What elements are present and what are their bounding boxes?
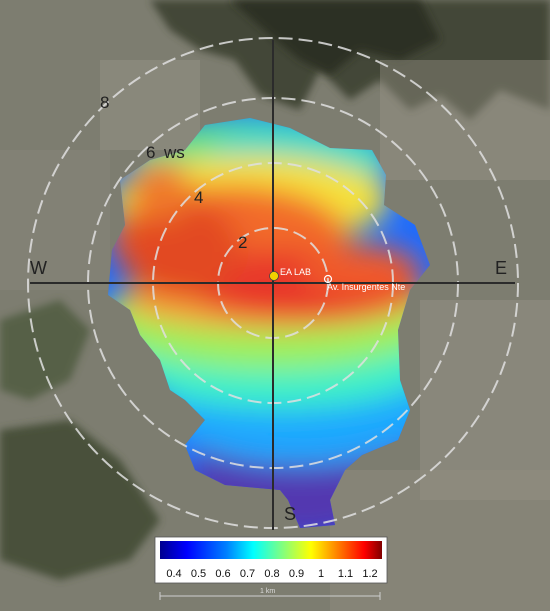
- label-west: W: [30, 258, 47, 278]
- colorbar-tick-label: 0.7: [240, 568, 255, 580]
- colorbar-tick-label: 0.5: [191, 568, 206, 580]
- colorbar: 0.4 0.5 0.6 0.7 0.8 0.9 1 1.1 1.2: [154, 536, 388, 584]
- colorbar-tick-label: 0.9: [289, 568, 304, 580]
- label-east: E: [495, 258, 507, 278]
- concentration-plume: [108, 118, 430, 528]
- colorbar-tick-label: 0.8: [264, 568, 279, 580]
- ring-label-8: 8: [100, 93, 109, 112]
- ring-label-6: 6: [146, 143, 155, 162]
- ring-label-ws: ws: [163, 143, 185, 162]
- colorbar-tick-label: 1.1: [338, 568, 353, 580]
- colorbar-gradient: [160, 541, 382, 559]
- colorbar-tick-label: 0.4: [166, 568, 181, 580]
- lab-label: EA LAB: [280, 267, 311, 277]
- lab-marker[interactable]: [269, 271, 279, 281]
- station-marker[interactable]: [323, 274, 333, 284]
- scale-bar: 1 km: [159, 588, 381, 600]
- scale-label: 1 km: [260, 588, 275, 595]
- station-label: Av. Insurgentes Nte: [327, 282, 405, 292]
- label-south: S: [284, 504, 296, 524]
- colorbar-tick-label: 0.6: [215, 568, 230, 580]
- ring-label-2: 2: [238, 233, 247, 252]
- colorbar-tick-label: 1: [318, 568, 324, 580]
- ring-label-4: 4: [194, 188, 203, 207]
- compass-axes: [30, 40, 515, 530]
- colorbar-tick-label: 1.2: [362, 568, 377, 580]
